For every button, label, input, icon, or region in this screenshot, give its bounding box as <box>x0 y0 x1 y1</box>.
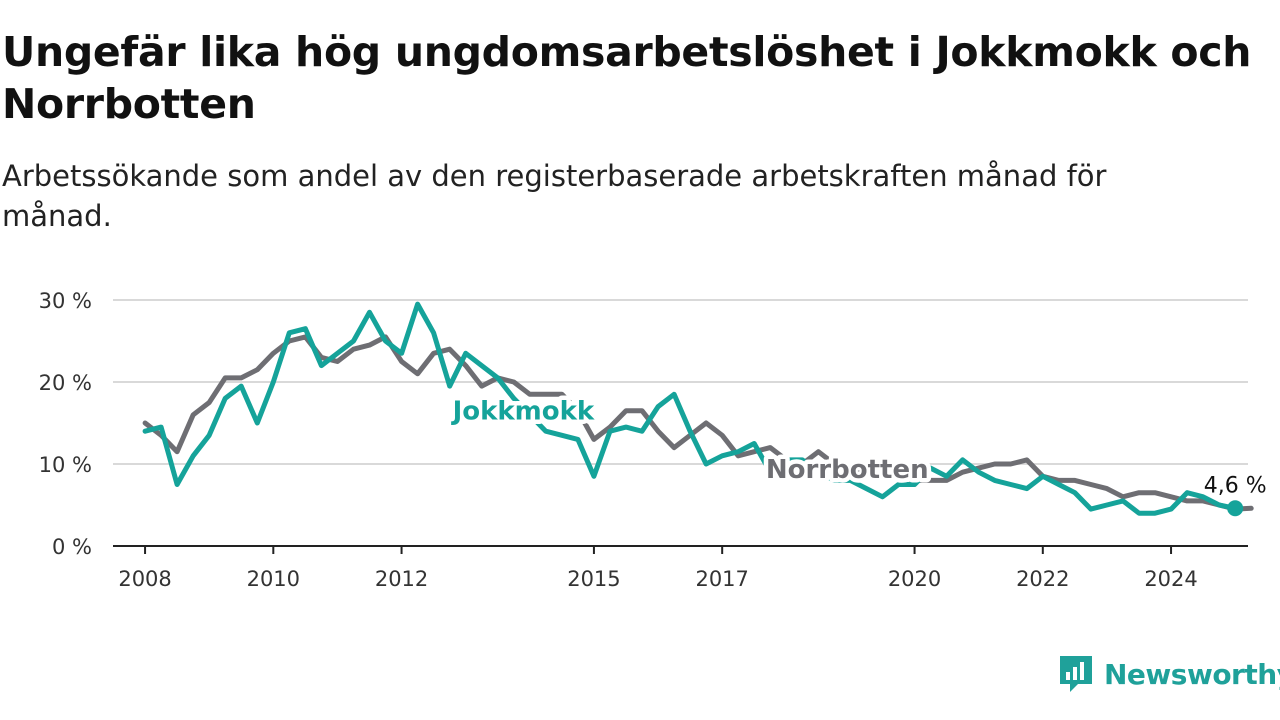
series-label-norrbotten: Norrbotten <box>766 455 929 485</box>
x-tick-label: 2008 <box>118 567 171 591</box>
chart-subtitle: Arbetssökande som andel av den registerb… <box>2 159 1107 233</box>
end-point-marker <box>1227 500 1244 517</box>
x-tick-label: 2020 <box>888 567 941 591</box>
x-tick-label: 2010 <box>247 567 300 591</box>
series-label-halo: Norrbotten <box>766 455 929 485</box>
y-tick-label: 0 % <box>52 535 92 559</box>
newsworthy-logo-icon <box>1060 656 1092 692</box>
x-tick-label: 2015 <box>567 567 620 591</box>
series-line-norrbotten <box>142 334 1254 512</box>
series-label-jokkmokk: Jokkmokk <box>451 397 595 427</box>
x-tick-label: 2012 <box>375 567 428 591</box>
brand-logo: Newsworthy <box>1058 652 1280 696</box>
chart-title: Ungefär lika hög ungdomsarbetslöshet i J… <box>2 28 1252 128</box>
x-tick-label: 2017 <box>695 567 748 591</box>
brand-name: Newsworthy <box>1104 657 1280 691</box>
x-tick-label: 2022 <box>1016 567 1069 591</box>
y-tick-label: 20 % <box>39 371 92 395</box>
y-tick-label: 30 % <box>39 289 92 313</box>
series-line-jokkmokk <box>142 301 1238 516</box>
last-value-label: 4,6 % <box>1204 473 1267 498</box>
x-tick-label: 2024 <box>1144 567 1197 591</box>
y-tick-label: 10 % <box>39 453 92 477</box>
series-label-halo: Jokkmokk <box>451 397 595 427</box>
